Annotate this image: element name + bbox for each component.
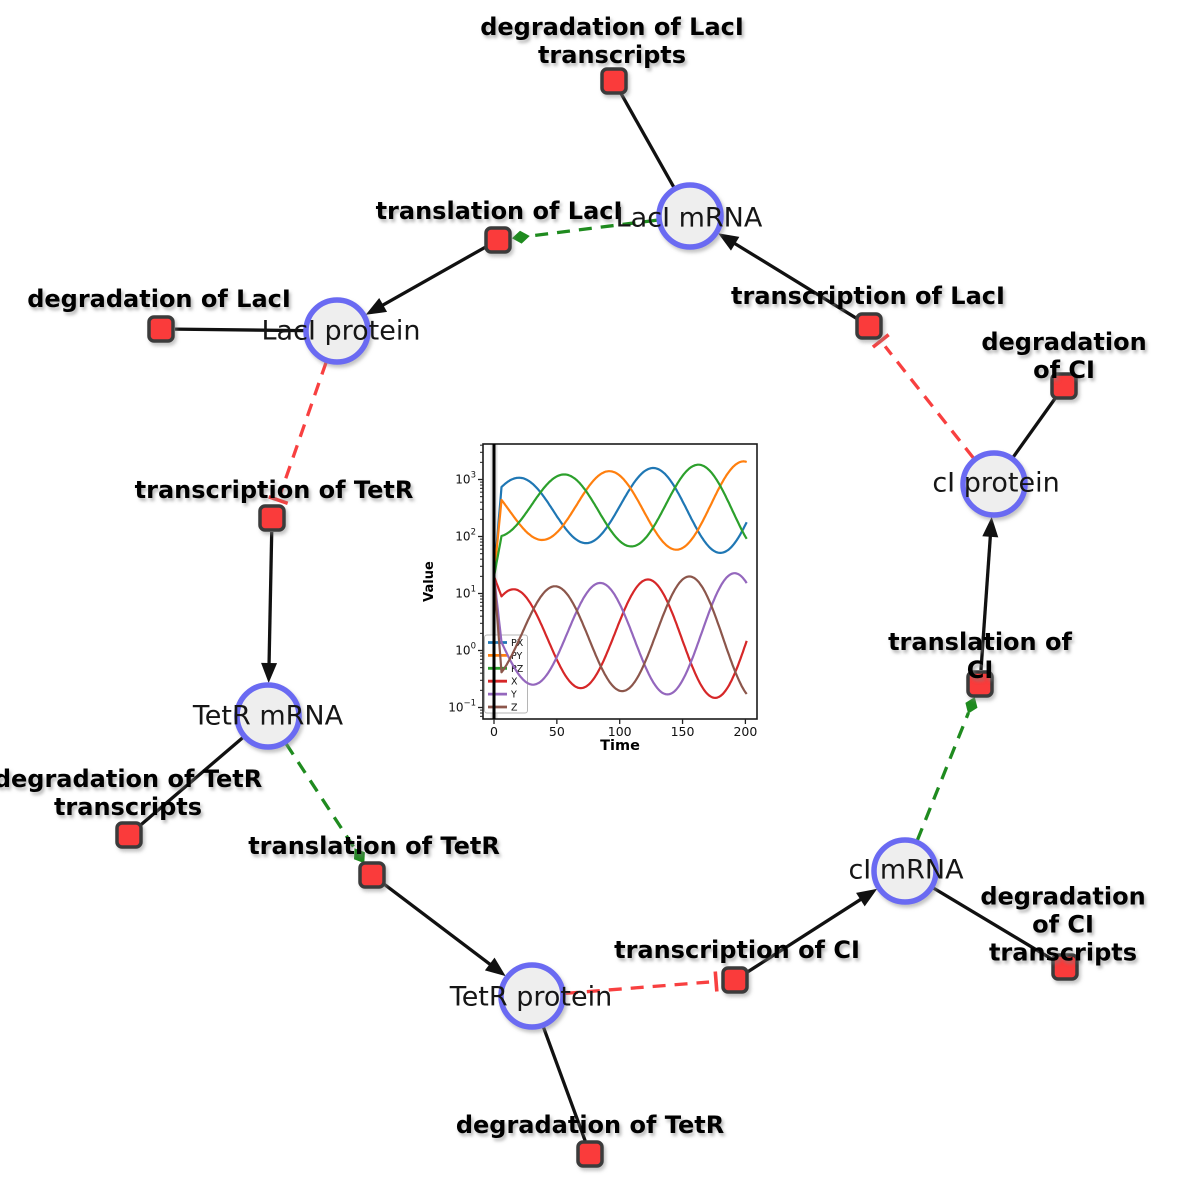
species-node-LacI_protein (303, 297, 371, 365)
species-node-LacI_mRNA (656, 182, 724, 250)
reaction-node-deg_CI (1050, 372, 1078, 400)
reaction-node-transcr_TetR (258, 504, 286, 532)
edge-cI_protein-deg_CI (1011, 396, 1058, 459)
chart-series-layer (492, 460, 748, 699)
species-node-cI_protein (960, 450, 1028, 518)
x-tick-label: 200 (733, 724, 757, 739)
reaction-node-deg_LacI (147, 315, 175, 343)
y-tick-label: 102 (455, 528, 476, 544)
edge-TetR_mRNA-transl_TetR (284, 742, 357, 850)
series-curve-X (492, 575, 748, 699)
arrow-head (856, 888, 878, 907)
reaction-node-deg_LacI_transcripts (600, 67, 628, 95)
tee-head (871, 333, 890, 349)
y-tick-label: 10−1 (448, 699, 476, 715)
diamond-head (965, 696, 978, 714)
legend-label-PZ: PZ (511, 664, 524, 675)
edge-LacI_mRNA-transl_LacI (528, 218, 658, 238)
edge-cI_mRNA-transl_CI (915, 712, 970, 841)
edge-TetR_protein-transcr_CI (564, 980, 710, 996)
legend-label-X: X (511, 677, 518, 688)
species-node-cI_mRNA (871, 837, 939, 905)
edge-transl_CI-cI_protein (979, 535, 993, 671)
nodes-layer (115, 67, 1079, 1168)
series-curve-Z (492, 575, 748, 695)
reaction-node-transl_LacI (484, 226, 512, 254)
edge-TetR_protein-deg_TetR (541, 1026, 587, 1142)
edge-LacI_mRNA-deg_LacI_transcripts (619, 92, 676, 189)
edge-LacI_protein-deg_LacI (174, 327, 305, 333)
series-curve-PY (492, 460, 748, 577)
edge-TetR_mRNA-deg_TetR_transcripts (138, 736, 245, 828)
reaction-node-transcr_CI (721, 966, 749, 994)
diamond-head (353, 848, 365, 864)
arrow-head (365, 297, 388, 315)
edge-transcr_LacI-LacI_mRNA (733, 241, 858, 321)
species-node-TetR_mRNA (234, 682, 302, 750)
arrow-head (484, 957, 506, 977)
time-course-plot: 0 50 100 150 200 10−1 100 101 102 103 PX PY PZ X Y Z Tim… (420, 435, 772, 767)
diamond-head (511, 230, 530, 244)
y-tick-label: 101 (455, 585, 476, 601)
reaction-node-transcr_LacI (855, 312, 883, 340)
reaction-node-transl_CI (966, 670, 994, 698)
reaction-node-transl_TetR (358, 861, 386, 889)
species-node-TetR_protein (498, 962, 566, 1030)
edge-transcr_TetR-TetR_mRNA (267, 531, 274, 665)
reaction-node-deg_CI_transcripts (1051, 953, 1079, 981)
tee-head (268, 495, 289, 506)
y-tick-label: 103 (455, 471, 476, 487)
edge-cI_protein-transcr_LacI (883, 345, 975, 460)
edge-LacI_protein-transcr_TetR (278, 361, 328, 494)
arrow-head (261, 662, 278, 684)
reaction-node-deg_TetR (576, 1140, 604, 1168)
x-tick-label: 0 (490, 724, 498, 739)
y-axis-title: Value (422, 561, 437, 602)
edge-transl_TetR-TetR_protein (382, 882, 492, 966)
arrow-head (718, 233, 740, 251)
legend-label-Z: Z (511, 703, 518, 714)
series-curve-PX (492, 466, 748, 577)
time-course-plot-canvas: 0 50 100 150 20010−1100101102103PXPYPZXYZTim… (422, 443, 758, 754)
legend-label-Y: Y (510, 690, 517, 701)
x-axis-title: Time (600, 738, 640, 754)
reaction-node-deg_TetR_transcripts (115, 821, 143, 849)
x-tick-label: 100 (608, 724, 632, 739)
edge-transcr_CI-cI_mRNA (745, 897, 863, 974)
edge-transl_LacI-LacI_protein (381, 245, 487, 307)
tee-head (713, 971, 719, 992)
series-curve-PZ (492, 463, 748, 577)
edge-cI_mRNA-deg_CI_transcripts (932, 886, 1054, 962)
legend-label-PY: PY (511, 651, 523, 662)
arrow-head (982, 516, 999, 538)
series-curve-Y (492, 572, 748, 696)
edges-layer (138, 92, 1058, 1142)
x-tick-label: 50 (549, 724, 565, 739)
y-tick-label: 100 (455, 642, 476, 658)
x-tick-label: 150 (671, 724, 695, 739)
